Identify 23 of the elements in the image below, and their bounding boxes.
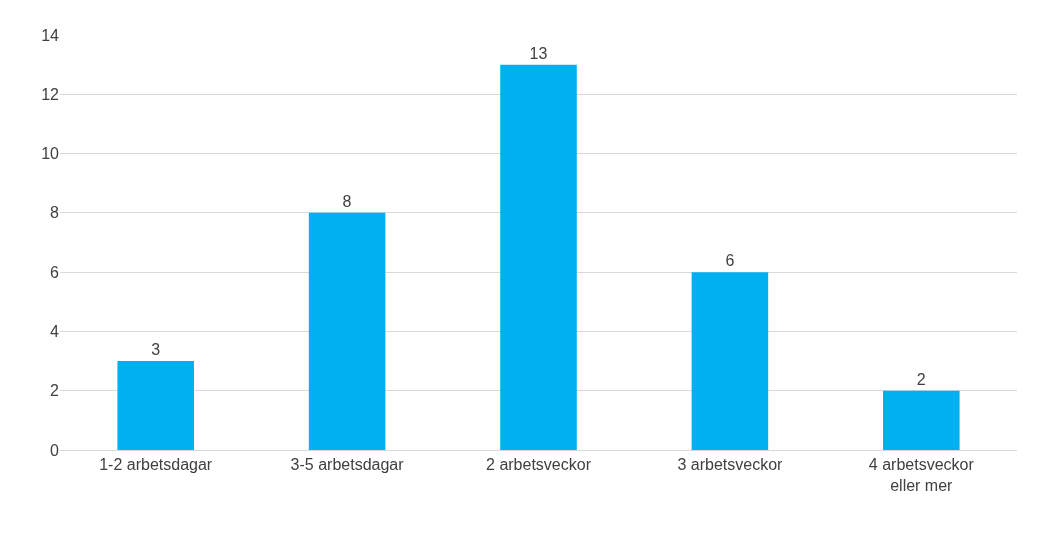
y-tick-label: 12 [41,85,60,103]
data-label: 2 [916,370,926,388]
y-tick-label: 10 [41,145,60,163]
x-tick-label: 3-5 arbetsdagar [290,456,405,474]
data-label: 6 [725,252,735,270]
y-tick-label: 14 [41,26,60,44]
data-label: 3 [151,341,161,359]
x-tick-label: 4 arbetsveckor eller mer [868,456,975,494]
bar [500,64,577,450]
data-label: 8 [342,192,352,210]
bar [117,361,194,450]
x-tick-label: 2 arbetsveckor [486,456,592,474]
x-tick-label: 1-2 arbetsdagar [99,456,213,474]
y-tick-label: 0 [50,441,60,459]
y-tick-label: 2 [50,382,60,400]
bar [691,272,769,450]
y-tick-label: 6 [50,263,60,281]
y-tick-label: 8 [50,204,60,222]
bar [883,390,960,450]
data-label: 13 [529,44,548,62]
y-tick-label: 4 [50,323,60,341]
x-tick-label: 3 arbetsveckor [677,456,784,474]
bar [308,212,386,450]
